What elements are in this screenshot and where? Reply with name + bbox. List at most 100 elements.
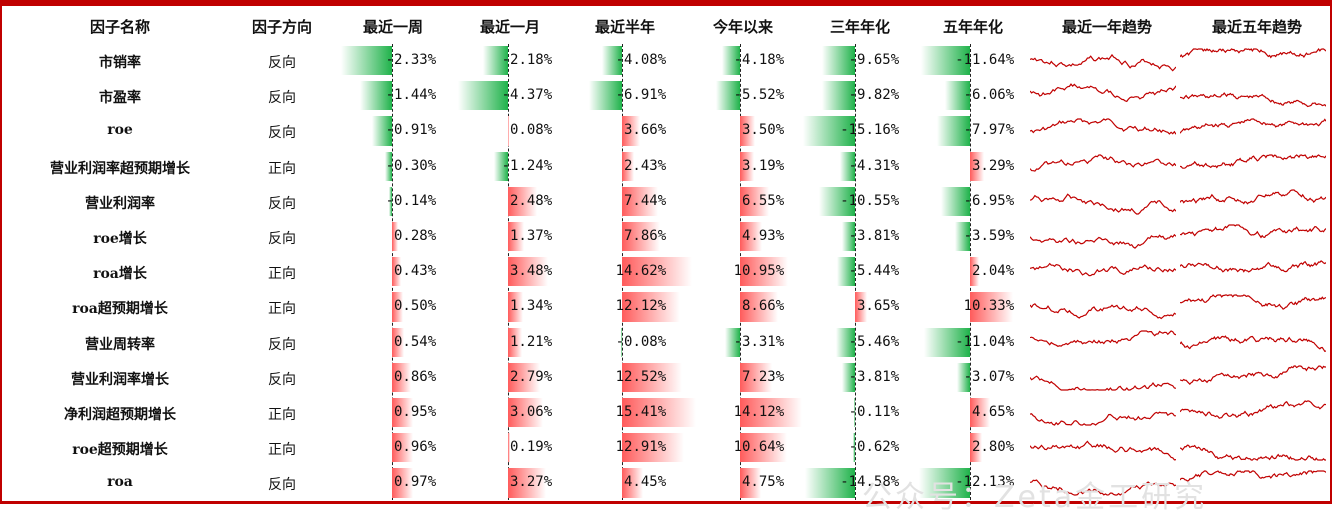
value-label: 14.62% bbox=[615, 263, 667, 280]
value-label: 2.48% bbox=[510, 192, 553, 209]
bar-3 bbox=[715, 81, 740, 111]
value-label: 1.34% bbox=[510, 298, 553, 315]
value-label: -9.82% bbox=[848, 87, 900, 104]
value-label: 10.95% bbox=[733, 263, 785, 280]
bar-0 bbox=[371, 116, 392, 146]
value-label: 0.19% bbox=[510, 439, 553, 456]
value-label: 3.19% bbox=[742, 157, 785, 174]
bar-4 bbox=[805, 468, 855, 498]
bar-2 bbox=[621, 327, 622, 357]
header-5y: 五年年化 bbox=[942, 18, 1003, 36]
factor-direction: 正向 bbox=[268, 301, 296, 318]
trend-1y-line-path bbox=[1030, 479, 1176, 497]
bar-5 bbox=[970, 292, 1014, 322]
bar-5 bbox=[970, 433, 982, 463]
trend-5y-line bbox=[1180, 365, 1326, 385]
bar-0 bbox=[392, 433, 414, 463]
trend-1y-line-path bbox=[1030, 193, 1176, 215]
value-label: -5.46% bbox=[848, 333, 900, 350]
bar-4 bbox=[852, 433, 855, 463]
bar-4 bbox=[836, 327, 855, 357]
bar-3 bbox=[740, 433, 787, 463]
trend-5y-line bbox=[1180, 92, 1326, 108]
factor-direction: 反向 bbox=[268, 477, 296, 494]
trend-1y-line-path bbox=[1030, 83, 1176, 103]
value-label: 8.66% bbox=[742, 298, 785, 315]
factor-direction: 正向 bbox=[268, 442, 296, 459]
trend-5y-line bbox=[1180, 444, 1326, 461]
value-label: -4.37% bbox=[501, 87, 553, 104]
bar-1 bbox=[508, 257, 549, 287]
bar-3 bbox=[740, 398, 803, 428]
value-label: 3.66% bbox=[624, 122, 667, 139]
bar-0 bbox=[392, 327, 404, 357]
bar-5 bbox=[970, 151, 984, 181]
bar-5 bbox=[921, 46, 970, 76]
factor-direction: 正向 bbox=[268, 407, 296, 423]
bar-0 bbox=[392, 222, 399, 252]
bar-0 bbox=[392, 362, 411, 392]
trend-5y-line bbox=[1180, 153, 1326, 169]
value-label: 14.12% bbox=[733, 404, 785, 420]
value-label: 3.27% bbox=[510, 474, 553, 491]
bar-0 bbox=[385, 151, 392, 181]
trend-1y-line-path bbox=[1030, 329, 1176, 347]
value-label: -15.16% bbox=[840, 122, 900, 139]
trend-5y-line-path bbox=[1180, 365, 1326, 385]
value-label: 2.79% bbox=[510, 368, 553, 385]
bar-5 bbox=[970, 398, 990, 428]
bar-4 bbox=[836, 257, 855, 287]
value-label: -1.44% bbox=[385, 87, 437, 104]
factor-name: roa bbox=[107, 474, 133, 491]
bar-3 bbox=[740, 186, 769, 216]
trend-5y-line-path bbox=[1180, 224, 1326, 239]
bar-4 bbox=[821, 81, 855, 111]
header-trend-5y: 最近五年趋势 bbox=[1211, 18, 1302, 36]
trend-5y-line bbox=[1180, 224, 1326, 239]
value-label: -1.24% bbox=[501, 157, 553, 174]
value-label: 4.75% bbox=[742, 474, 785, 491]
bar-2 bbox=[622, 398, 696, 428]
value-label: 10.33% bbox=[963, 298, 1015, 315]
trend-5y-line bbox=[1180, 260, 1326, 273]
bar-2 bbox=[622, 116, 640, 146]
factor-name: 营业利润率 bbox=[85, 195, 155, 212]
value-label: 3.29% bbox=[972, 157, 1015, 174]
trend-5y-line bbox=[1180, 400, 1326, 419]
bar-3 bbox=[740, 116, 756, 146]
bar-2 bbox=[622, 362, 683, 392]
value-label: -4.18% bbox=[733, 52, 785, 68]
value-label: 0.96% bbox=[394, 439, 437, 456]
value-label: -5.44% bbox=[848, 263, 900, 280]
bar-4 bbox=[819, 186, 855, 216]
value-label: 12.12% bbox=[615, 298, 667, 315]
factor-name: roa增长 bbox=[93, 266, 147, 283]
trend-5y-line bbox=[1180, 470, 1326, 483]
factor-direction: 反向 bbox=[268, 371, 296, 388]
value-label: -0.91% bbox=[385, 122, 437, 139]
bar-0 bbox=[340, 46, 392, 76]
trend-1y-line-path bbox=[1030, 411, 1176, 426]
trend-5y-line-path bbox=[1180, 294, 1326, 311]
trend-5y-line-path bbox=[1180, 334, 1326, 352]
value-label: -10.55% bbox=[840, 192, 900, 209]
trend-1y-line bbox=[1030, 118, 1176, 136]
header-ytd: 今年以来 bbox=[712, 18, 773, 36]
factor-name: 市销率 bbox=[99, 55, 141, 71]
value-label: -4.31% bbox=[848, 157, 900, 174]
trend-5y-line-path bbox=[1180, 92, 1326, 108]
bar-0 bbox=[392, 257, 402, 287]
trend-5y-line bbox=[1180, 334, 1326, 352]
factor-performance-table: 因子名称 因子方向 最近一周 最近一月 最近半年 今年以来 三年年化 五年年化 … bbox=[50, 18, 1326, 500]
value-label: -11.04% bbox=[955, 333, 1015, 350]
header-halfyear: 最近半年 bbox=[594, 18, 655, 36]
trend-5y-line bbox=[1180, 47, 1326, 59]
value-label: 3.50% bbox=[742, 122, 785, 139]
bar-4 bbox=[840, 151, 855, 181]
factor-direction: 反向 bbox=[268, 336, 296, 353]
bar-1 bbox=[482, 46, 508, 76]
value-label: 7.23% bbox=[742, 368, 785, 385]
value-label: 1.21% bbox=[510, 333, 553, 350]
bar-3 bbox=[740, 468, 761, 498]
trend-1y-line bbox=[1030, 193, 1176, 215]
